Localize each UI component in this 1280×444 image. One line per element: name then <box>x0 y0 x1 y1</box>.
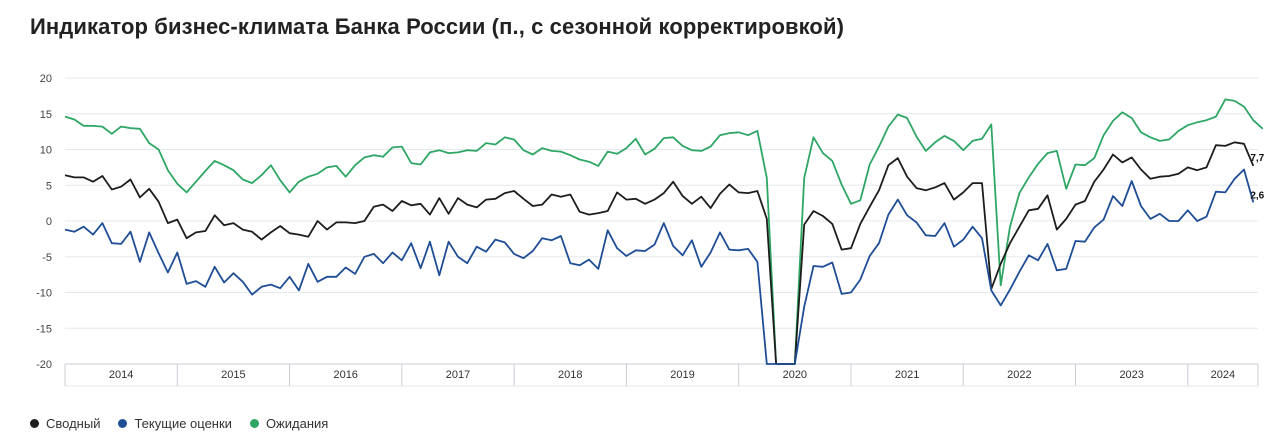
y-axis: -20 -15 -10 -5 0 5 10 15 20 <box>36 73 52 371</box>
y-tick-label: -15 <box>36 323 52 335</box>
gridlines <box>65 77 1258 365</box>
y-tick-label: 0 <box>46 216 52 228</box>
y-tick-label: -20 <box>36 359 52 371</box>
legend-item-current[interactable]: Текущие оценки <box>118 416 232 431</box>
legend-dot-expectations <box>249 419 259 428</box>
x-tick-label: 2021 <box>895 369 919 381</box>
chart-title: Индикатор бизнес-климата Банка России (п… <box>30 14 845 39</box>
legend-item-composite[interactable]: Сводный <box>30 416 100 431</box>
y-tick-label: -10 <box>36 288 52 300</box>
line-chart: -20 -15 -10 -5 0 5 10 15 20 2014 2015 2016 2017 2018… <box>36 73 1265 387</box>
y-tick-label: 20 <box>40 73 52 85</box>
legend-item-expectations[interactable]: Ожидания <box>249 416 329 431</box>
y-tick-label: -5 <box>42 252 52 264</box>
x-tick-label: 2018 <box>558 369 582 381</box>
x-tick-label: 2015 <box>221 369 245 381</box>
y-tick-label: 15 <box>40 109 52 121</box>
y-tick-label: 5 <box>46 180 52 192</box>
y-tick-label: 10 <box>40 145 52 157</box>
x-tick-label: 2017 <box>446 369 470 381</box>
legend-label-expectations: Ожидания <box>265 416 329 431</box>
x-tick-label: 2016 <box>333 369 357 381</box>
legend: Сводный Текущие оценки Ожидания <box>30 416 328 431</box>
legend-dot-composite <box>30 419 39 428</box>
series-line <box>64 168 1255 365</box>
x-tick-label: 2022 <box>1007 369 1031 381</box>
series-line <box>64 141 1255 365</box>
legend-label-current: Текущие оценки <box>134 416 232 431</box>
legend-label-composite: Сводный <box>46 416 101 431</box>
x-tick-label: 2019 <box>670 369 694 381</box>
legend-dot-current <box>118 419 128 428</box>
annotations: 7,7 2,6 <box>1250 153 1264 201</box>
x-tick-label: 2024 <box>1211 369 1235 381</box>
data-label: 7,7 <box>1250 153 1264 164</box>
x-axis: 2014 2015 2016 2017 2018 2019 2020 2021 2022 2023… <box>64 363 1259 387</box>
x-tick-label: 2014 <box>109 369 133 381</box>
series-lines <box>64 98 1264 365</box>
series-line <box>64 98 1264 365</box>
data-label: 2,6 <box>1250 190 1264 201</box>
x-tick-label: 2020 <box>783 369 807 381</box>
x-tick-label: 2023 <box>1119 369 1143 381</box>
